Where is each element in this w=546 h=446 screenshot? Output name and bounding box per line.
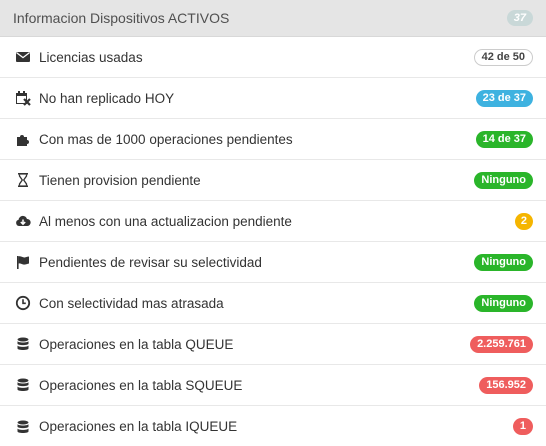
list-item-actualizacion[interactable]: Al menos con una actualizacion pendiente… (0, 201, 546, 242)
hourglass-icon (15, 172, 31, 188)
envelope-icon (15, 49, 31, 65)
status-badge: 42 de 50 (473, 48, 533, 66)
status-badge: 156.952 (479, 376, 533, 394)
status-badge: Ninguno (474, 171, 533, 189)
status-badge: 2.259.761 (470, 335, 533, 353)
row-label: Operaciones en la tabla QUEUE (39, 336, 234, 352)
cloud-download-icon (15, 213, 31, 229)
row-label: Tienen provision pendiente (39, 172, 201, 188)
row-label: Operaciones en la tabla IQUEUE (39, 419, 238, 434)
list-item-no-replicado[interactable]: No han replicado HOY 23 de 37 (0, 78, 546, 119)
list-item-provision[interactable]: Tienen provision pendiente Ninguno (0, 160, 546, 201)
row-label: Con mas de 1000 operaciones pendientes (39, 131, 293, 147)
stats-list: Licencias usadas 42 de 50 No han replica… (0, 37, 546, 446)
list-item-operaciones-pendientes[interactable]: Con mas de 1000 operaciones pendientes 1… (0, 119, 546, 160)
list-item-iqueue[interactable]: Operaciones en la tabla IQUEUE 1 (0, 406, 546, 446)
panel-header: Informacion Dispositivos ACTIVOS 37 (0, 0, 546, 37)
status-badge: 2 (514, 212, 533, 230)
puzzle-icon (15, 131, 31, 147)
list-item-licencias[interactable]: Licencias usadas 42 de 50 (0, 37, 546, 78)
status-badge: 14 de 37 (475, 130, 533, 148)
database-icon (15, 419, 31, 435)
row-label: Al menos con una actualizacion pendiente (39, 213, 292, 229)
status-badge: Ninguno (474, 253, 533, 271)
database-icon (15, 336, 31, 352)
calendar-x-icon (15, 90, 31, 106)
row-label: No han replicado HOY (39, 90, 175, 106)
status-badge: 1 (512, 418, 533, 435)
row-label: Pendientes de revisar su selectividad (39, 254, 262, 270)
database-icon (15, 377, 31, 393)
panel-title: Informacion Dispositivos ACTIVOS (13, 10, 230, 26)
row-label: Licencias usadas (39, 49, 143, 65)
clock-icon (15, 295, 31, 311)
row-label: Operaciones en la tabla SQUEUE (39, 377, 243, 393)
header-count-badge: 37 (506, 10, 533, 26)
flag-icon (15, 254, 31, 270)
list-item-selectividad[interactable]: Pendientes de revisar su selectividad Ni… (0, 242, 546, 283)
list-item-selectividad-atrasada[interactable]: Con selectividad mas atrasada Ninguno (0, 283, 546, 324)
status-badge: 23 de 37 (475, 89, 533, 107)
row-label: Con selectividad mas atrasada (39, 295, 224, 311)
list-item-squeue[interactable]: Operaciones en la tabla SQUEUE 156.952 (0, 365, 546, 406)
list-item-queue[interactable]: Operaciones en la tabla QUEUE 2.259.761 (0, 324, 546, 365)
status-badge: Ninguno (474, 294, 533, 312)
